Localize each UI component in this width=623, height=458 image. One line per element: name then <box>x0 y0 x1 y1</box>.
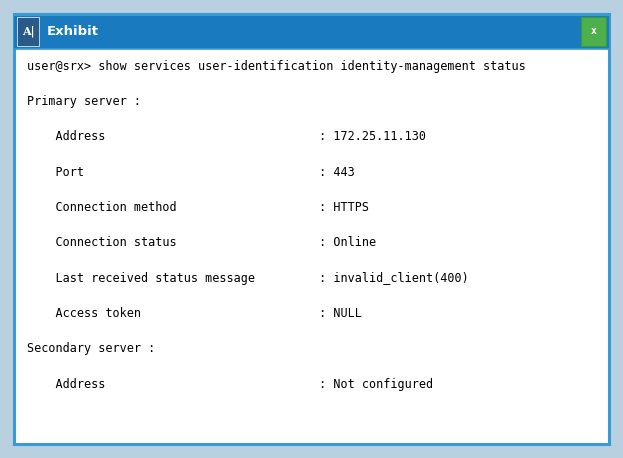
Text: Access token                         : NULL: Access token : NULL <box>27 307 362 320</box>
FancyBboxPatch shape <box>17 17 39 46</box>
Text: Connection status                    : Online: Connection status : Online <box>27 236 376 249</box>
Text: Exhibit: Exhibit <box>47 25 98 38</box>
FancyBboxPatch shape <box>581 17 606 46</box>
Text: Port                                 : 443: Port : 443 <box>27 166 354 179</box>
Text: user@srx> show services user-identification identity-management status: user@srx> show services user-identificat… <box>27 60 526 73</box>
Text: A|: A| <box>22 26 34 37</box>
FancyBboxPatch shape <box>14 14 609 444</box>
FancyBboxPatch shape <box>14 14 609 49</box>
Text: Address                              : 172.25.11.130: Address : 172.25.11.130 <box>27 131 426 143</box>
Text: Secondary server :: Secondary server : <box>27 342 155 355</box>
Text: x: x <box>590 27 596 36</box>
Text: Address                              : Not configured: Address : Not configured <box>27 377 433 391</box>
Text: Connection method                    : HTTPS: Connection method : HTTPS <box>27 201 369 214</box>
Text: Primary server :: Primary server : <box>27 95 141 108</box>
Text: Last received status message         : invalid_client(400): Last received status message : invalid_c… <box>27 272 468 284</box>
